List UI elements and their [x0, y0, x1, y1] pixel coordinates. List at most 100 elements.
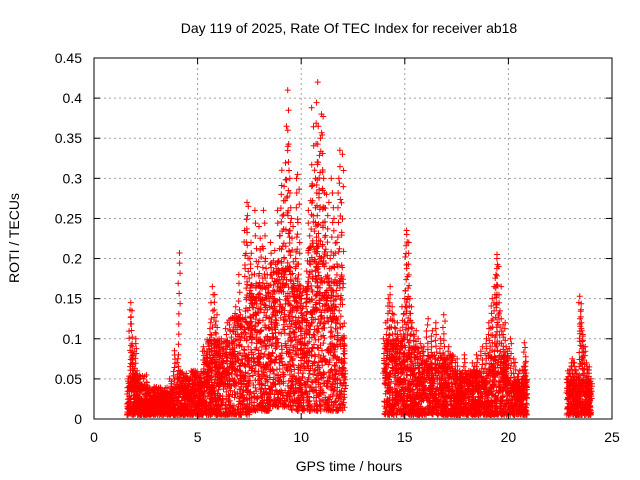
data-point: [127, 314, 134, 321]
data-point: [248, 297, 255, 304]
data-point: [274, 403, 281, 410]
data-point: [406, 382, 413, 389]
data-point: [396, 395, 403, 402]
data-point: [381, 410, 388, 417]
data-point: [292, 380, 299, 387]
data-point: [290, 362, 297, 369]
data-point: [323, 358, 330, 365]
data-point: [312, 378, 319, 385]
data-point: [318, 347, 325, 354]
data-point: [287, 393, 294, 400]
data-point: [260, 388, 267, 395]
data-point: [234, 406, 241, 413]
data-point: [234, 372, 241, 379]
data-point: [295, 407, 302, 414]
data-point: [387, 402, 394, 409]
data-point: [317, 313, 324, 320]
data-point: [320, 291, 327, 298]
data-point: [284, 391, 291, 398]
data-point: [240, 372, 247, 379]
data-point: [215, 408, 222, 415]
data-point: [276, 360, 283, 367]
data-point: [249, 372, 256, 379]
data-point: [320, 324, 327, 331]
data-point: [390, 396, 397, 403]
data-point: [321, 335, 328, 342]
data-point: [311, 367, 318, 374]
data-point: [185, 408, 192, 415]
data-point: [400, 390, 407, 397]
data-point: [268, 264, 275, 271]
data-point: [210, 409, 217, 416]
data-point: [273, 366, 280, 373]
data-point: [297, 402, 304, 409]
data-point: [192, 407, 199, 414]
data-point: [245, 370, 252, 377]
data-point: [260, 364, 267, 371]
data-point: [326, 374, 333, 381]
data-point: [223, 338, 230, 345]
data-point: [291, 389, 298, 396]
data-point: [179, 407, 186, 414]
data-point: [238, 377, 245, 384]
data-point: [252, 362, 259, 369]
data-point: [304, 394, 311, 401]
data-point: [190, 407, 197, 414]
data-point: [306, 388, 313, 395]
data-point: [250, 382, 257, 389]
data-point: [306, 338, 313, 345]
data-point: [322, 358, 329, 365]
data-point: [193, 410, 200, 417]
data-point: [231, 378, 238, 385]
data-point: [318, 312, 325, 319]
data-point: [332, 377, 339, 384]
data-point: [225, 399, 232, 406]
data-point: [411, 403, 418, 410]
data-point: [276, 353, 283, 360]
data-point: [311, 341, 318, 348]
data-point: [231, 388, 238, 395]
data-point: [385, 397, 392, 404]
data-point: [314, 323, 321, 330]
data-point: [231, 394, 238, 401]
data-point: [286, 312, 293, 319]
data-point: [332, 367, 339, 374]
data-point: [235, 409, 242, 416]
data-point: [222, 406, 229, 413]
data-point: [242, 353, 249, 360]
data-point: [223, 388, 230, 395]
data-point: [236, 398, 243, 405]
data-point: [281, 397, 288, 404]
data-point: [310, 306, 317, 313]
data-point: [386, 403, 393, 410]
data-point: [197, 409, 204, 416]
data-point: [288, 368, 295, 375]
data-point: [329, 380, 336, 387]
data-point: [331, 362, 338, 369]
data-point: [314, 344, 321, 351]
data-point: [413, 407, 420, 414]
data-point: [245, 383, 252, 390]
data-point: [341, 320, 348, 327]
grid-lines: [94, 58, 612, 419]
data-point: [323, 382, 330, 389]
data-point: [288, 338, 295, 345]
data-point: [207, 411, 214, 418]
data-point: [386, 373, 393, 380]
data-point: [306, 348, 313, 355]
data-point: [315, 390, 322, 397]
data-point: [248, 346, 255, 353]
data-point: [190, 411, 197, 418]
data-point: [226, 377, 233, 384]
data-point: [211, 394, 218, 401]
data-point: [311, 326, 318, 333]
data-point: [231, 381, 238, 388]
data-point: [304, 363, 311, 370]
data-point: [263, 361, 270, 368]
data-point: [338, 400, 345, 407]
data-point: [246, 397, 253, 404]
data-point: [127, 395, 134, 402]
data-point: [237, 405, 244, 412]
data-point: [388, 378, 395, 385]
data-point: [326, 396, 333, 403]
